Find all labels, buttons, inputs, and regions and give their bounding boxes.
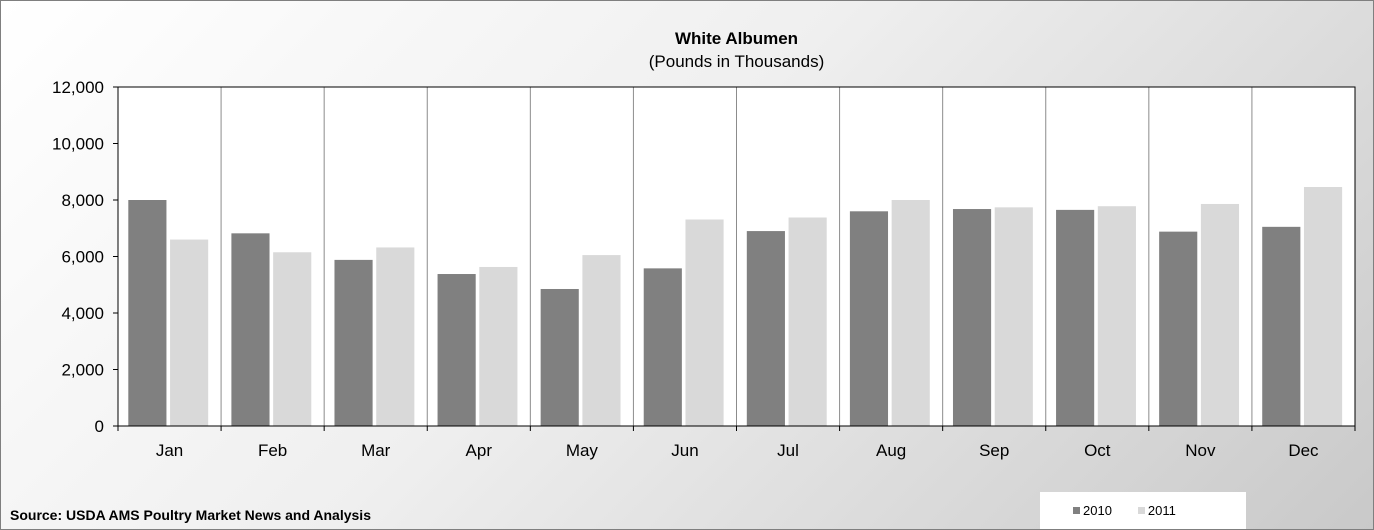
legend-swatch-2010	[1073, 507, 1080, 514]
source-note: Source: USDA AMS Poultry Market News and…	[10, 507, 371, 523]
bar-2011-jul	[788, 217, 827, 426]
bar-2011-oct	[1097, 206, 1136, 426]
bar-2010-apr	[437, 274, 476, 426]
bar-2010-nov	[1159, 231, 1198, 426]
y-tick-label: 6,000	[61, 248, 104, 267]
bar-2011-may	[582, 255, 621, 426]
bar-2010-feb	[231, 233, 270, 426]
bar-2011-feb	[273, 252, 312, 426]
y-tick-label: 0	[95, 417, 104, 436]
bar-chart: 0 2,000 4,000 6,000 8,000 10,000 12,000 Jan Feb M…	[52, 78, 1356, 460]
bar-2011-jun	[685, 219, 724, 426]
chart-title: White Albumen	[674, 29, 799, 48]
x-tick-label: Nov	[1185, 441, 1216, 460]
y-tick-label: 8,000	[61, 191, 104, 210]
bar-2010-dec	[1262, 226, 1301, 426]
bar-2010-may	[540, 288, 579, 426]
legend-label-2010: 2010	[1083, 503, 1112, 518]
bar-2010-sep	[952, 209, 992, 426]
bar-2011-sep	[994, 207, 1033, 426]
y-tick-label: 2,000	[61, 361, 104, 380]
bar-2011-apr	[479, 266, 518, 426]
x-tick-label: Apr	[466, 441, 493, 460]
legend-swatch-2011	[1137, 507, 1145, 514]
legend-entry-2010: 2010	[1073, 503, 1112, 518]
x-tick-label: Jun	[671, 441, 698, 460]
chart-subtitle: (Pounds in Thousands)	[648, 52, 825, 71]
bar-2011-aug	[891, 200, 930, 426]
bar-2010-mar	[334, 259, 373, 426]
x-tick-label: Jan	[156, 441, 183, 460]
bar-2010-jun	[643, 268, 682, 426]
bar-2011-nov	[1200, 203, 1240, 426]
x-tick-label: Mar	[361, 441, 391, 460]
x-tick-label: Aug	[876, 441, 906, 460]
y-tick-label: 4,000	[61, 304, 104, 323]
y-tick-label: 12,000	[52, 78, 104, 97]
y-tick-label: 10,000	[52, 135, 104, 154]
x-tick-label: May	[566, 441, 599, 460]
x-tick-label: Oct	[1084, 441, 1111, 460]
bar-2010-aug	[849, 211, 889, 426]
bar-2010-jan	[128, 200, 167, 426]
bar-2010-oct	[1056, 209, 1095, 426]
x-tick-label: Sep	[979, 441, 1009, 460]
x-tick-label: Dec	[1288, 441, 1319, 460]
legend-label-2011: 2011	[1147, 503, 1176, 518]
legend-entry-2011: 2011	[1137, 503, 1176, 518]
bar-2011-jan	[170, 239, 209, 426]
bar-2011-dec	[1303, 187, 1343, 426]
legend: 2010 2011	[1040, 492, 1246, 529]
x-tick-label: Jul	[777, 441, 799, 460]
bar-2010-jul	[746, 231, 785, 426]
x-tick-label: Feb	[258, 441, 287, 460]
bar-2011-mar	[376, 247, 415, 426]
